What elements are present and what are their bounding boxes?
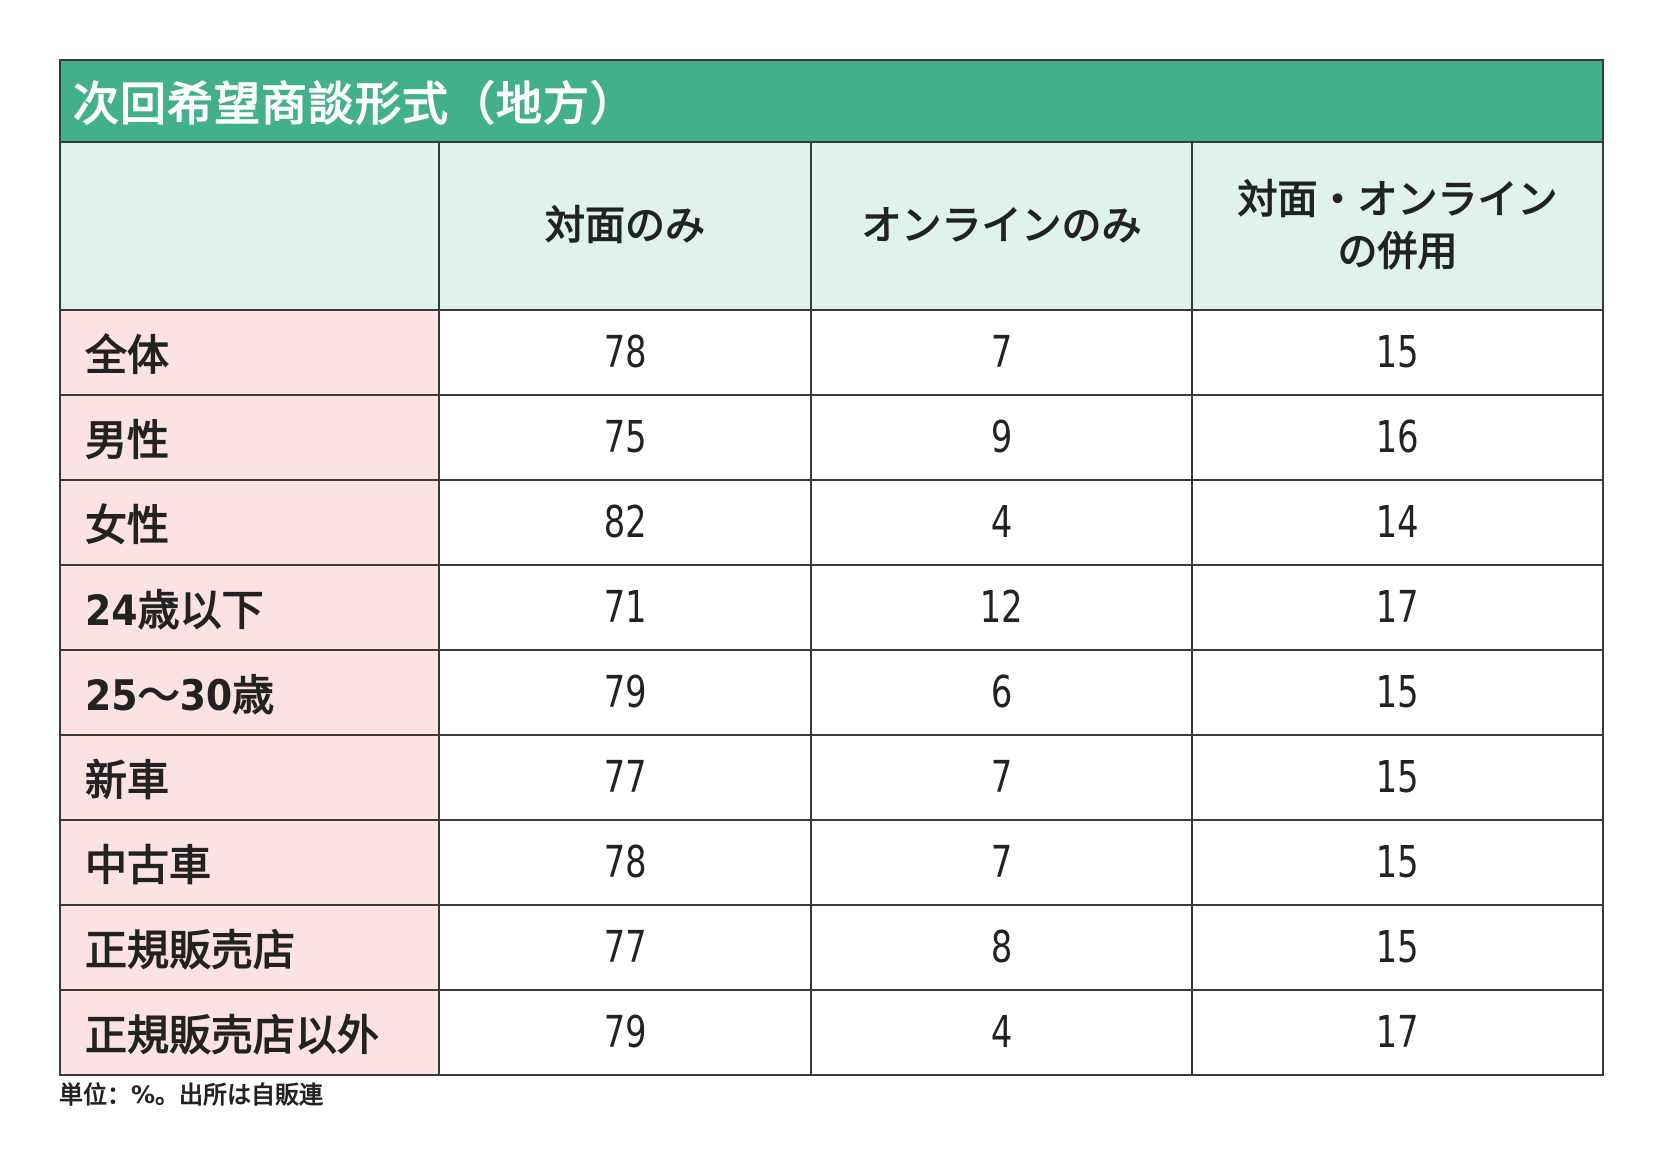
source-note: 単位：%。出所は自販連 bbox=[59, 1081, 324, 1109]
column-header-line: の併用 bbox=[1337, 229, 1458, 275]
table-cell: 7 bbox=[810, 309, 1193, 396]
row-label: 女性 bbox=[59, 479, 440, 566]
column-header-line: 対面・オンライン bbox=[1237, 177, 1558, 223]
table-row: 新車 77 7 15 bbox=[59, 734, 1604, 821]
table-cell: 77 bbox=[438, 904, 812, 991]
cell-value: 14 bbox=[1376, 497, 1419, 548]
table-row: 中古車 78 7 15 bbox=[59, 819, 1604, 906]
table-title: 次回希望商談形式（地方） bbox=[59, 59, 1604, 143]
cell-value: 71 bbox=[603, 582, 647, 633]
table-cell: 15 bbox=[1191, 649, 1604, 736]
table-cell: 75 bbox=[438, 394, 812, 481]
column-header-line: オンラインのみ bbox=[861, 203, 1142, 249]
table-cell: 17 bbox=[1191, 564, 1604, 651]
table-row: 正規販売店 77 8 15 bbox=[59, 904, 1604, 991]
table-cell: 8 bbox=[810, 904, 1193, 991]
cell-value: 15 bbox=[1376, 667, 1419, 718]
table-cell: 6 bbox=[810, 649, 1193, 736]
table-cell: 7 bbox=[810, 734, 1193, 821]
row-label: 新車 bbox=[59, 734, 440, 821]
row-label: 24歳以下 bbox=[59, 564, 440, 651]
cell-value: 77 bbox=[603, 922, 647, 973]
table-row: 25〜30歳 79 6 15 bbox=[59, 649, 1604, 736]
cell-value: 7 bbox=[990, 837, 1013, 888]
cell-value: 79 bbox=[603, 667, 647, 718]
table-row: 全体 78 7 15 bbox=[59, 309, 1604, 396]
table-cell: 12 bbox=[810, 564, 1193, 651]
cell-value: 15 bbox=[1376, 922, 1419, 973]
cell-value: 4 bbox=[990, 1007, 1013, 1058]
table-cell: 15 bbox=[1191, 734, 1604, 821]
cell-value: 16 bbox=[1376, 412, 1419, 463]
row-label: 正規販売店以外 bbox=[59, 989, 440, 1076]
cell-value: 7 bbox=[990, 752, 1013, 803]
table-cell: 9 bbox=[810, 394, 1193, 481]
table-cell: 15 bbox=[1191, 309, 1604, 396]
cell-value: 75 bbox=[603, 412, 647, 463]
table-cell: 71 bbox=[438, 564, 812, 651]
table-cell: 79 bbox=[438, 649, 812, 736]
table-cell: 79 bbox=[438, 989, 812, 1076]
column-header: オンラインのみ bbox=[810, 141, 1193, 311]
column-header: 対面のみ bbox=[438, 141, 812, 311]
row-label: 中古車 bbox=[59, 819, 440, 906]
table-cell: 14 bbox=[1191, 479, 1604, 566]
cell-value: 82 bbox=[603, 497, 647, 548]
row-label: 25〜30歳 bbox=[59, 649, 440, 736]
table-cell: 15 bbox=[1191, 819, 1604, 906]
column-header: 対面・オンライン の併用 bbox=[1191, 141, 1604, 311]
cell-value: 17 bbox=[1376, 582, 1419, 633]
table-cell: 15 bbox=[1191, 904, 1604, 991]
table-row: 正規販売店以外 79 4 17 bbox=[59, 989, 1604, 1076]
cell-value: 79 bbox=[603, 1007, 647, 1058]
table-body: 全体 78 7 15 男性 75 9 16 女性 82 4 14 24歳以下 71 12 17 25〜30歳 79… bbox=[59, 309, 1604, 1076]
row-label: 全体 bbox=[59, 309, 440, 396]
column-header-line: 対面のみ bbox=[545, 203, 705, 249]
cell-value: 8 bbox=[990, 922, 1013, 973]
cell-value: 78 bbox=[603, 327, 647, 378]
header-corner-cell bbox=[59, 141, 440, 311]
data-table-figure: 次回希望商談形式（地方） 対面のみ オンラインのみ 対面・オンライン の併用 全体 78… bbox=[59, 59, 1604, 1076]
table-row: 24歳以下 71 12 17 bbox=[59, 564, 1604, 651]
cell-value: 15 bbox=[1376, 327, 1419, 378]
table-cell: 82 bbox=[438, 479, 812, 566]
table-cell: 16 bbox=[1191, 394, 1604, 481]
cell-value: 78 bbox=[603, 837, 647, 888]
cell-value: 15 bbox=[1376, 837, 1419, 888]
cell-value: 7 bbox=[990, 327, 1013, 378]
table-cell: 77 bbox=[438, 734, 812, 821]
table-cell: 4 bbox=[810, 989, 1193, 1076]
data-table: 次回希望商談形式（地方） 対面のみ オンラインのみ 対面・オンライン の併用 全体 78… bbox=[59, 59, 1604, 1076]
header-row: 対面のみ オンラインのみ 対面・オンライン の併用 bbox=[59, 141, 1604, 311]
table-cell: 78 bbox=[438, 819, 812, 906]
cell-value: 4 bbox=[990, 497, 1013, 548]
row-label: 正規販売店 bbox=[59, 904, 440, 991]
cell-value: 9 bbox=[990, 412, 1013, 463]
table-row: 女性 82 4 14 bbox=[59, 479, 1604, 566]
table-cell: 17 bbox=[1191, 989, 1604, 1076]
table-cell: 7 bbox=[810, 819, 1193, 906]
table-row: 男性 75 9 16 bbox=[59, 394, 1604, 481]
table-cell: 78 bbox=[438, 309, 812, 396]
cell-value: 6 bbox=[990, 667, 1013, 718]
row-label: 男性 bbox=[59, 394, 440, 481]
table-cell: 4 bbox=[810, 479, 1193, 566]
cell-value: 77 bbox=[603, 752, 647, 803]
cell-value: 12 bbox=[980, 582, 1023, 633]
cell-value: 15 bbox=[1376, 752, 1419, 803]
cell-value: 17 bbox=[1376, 1007, 1419, 1058]
